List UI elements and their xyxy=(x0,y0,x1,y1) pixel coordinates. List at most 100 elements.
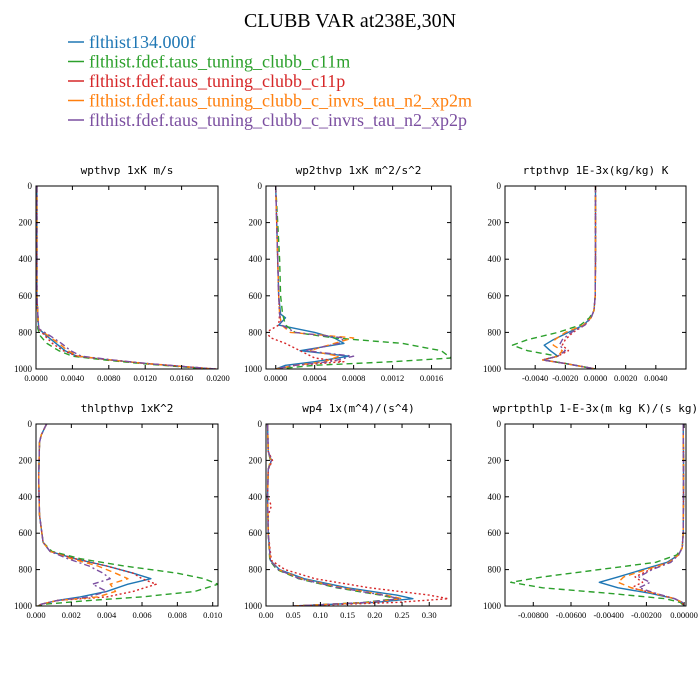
y-tick-label: 1000 xyxy=(483,601,502,611)
x-tick-label: -0.0040 xyxy=(522,373,548,383)
series-line xyxy=(266,424,414,606)
x-tick-label: 0.0080 xyxy=(97,373,120,383)
series-line xyxy=(275,186,355,369)
y-tick-label: 800 xyxy=(249,327,263,337)
panel-title: wpthvp 1xK m/s xyxy=(81,164,174,177)
x-tick-label: 0.0120 xyxy=(134,373,157,383)
x-tick-label: 0.010 xyxy=(203,610,222,620)
series-line xyxy=(630,424,685,606)
series-line xyxy=(266,424,403,606)
series-line xyxy=(266,186,345,369)
x-tick-label: -0.00600 xyxy=(556,610,586,620)
y-tick-label: 0 xyxy=(497,419,502,429)
x-tick-label: 0.30 xyxy=(422,610,437,620)
y-tick-label: 600 xyxy=(249,291,263,301)
series-line xyxy=(266,424,400,606)
y-tick-label: 600 xyxy=(249,528,263,538)
y-tick-label: 200 xyxy=(249,455,263,465)
figure-title: CLUBB VAR at238E,30N xyxy=(244,10,456,32)
y-tick-label: 200 xyxy=(19,218,33,228)
legend-label: flthist.fdef.taus_tuning_clubb_c_invrs_t… xyxy=(89,110,467,130)
series-line xyxy=(37,424,129,606)
legend-label: flthist.fdef.taus_tuning_clubb_c11p xyxy=(89,71,345,91)
x-tick-label: -0.00800 xyxy=(518,610,548,620)
y-tick-label: 400 xyxy=(19,492,33,502)
x-tick-label: 0.0008 xyxy=(342,373,365,383)
plot-frame xyxy=(35,185,219,370)
y-tick-label: 600 xyxy=(19,528,33,538)
x-tick-label: -0.00400 xyxy=(593,610,623,620)
y-tick-label: 600 xyxy=(488,528,502,538)
x-tick-label: 0.008 xyxy=(168,610,187,620)
y-tick-label: 200 xyxy=(19,455,33,465)
series-line xyxy=(36,186,214,369)
y-tick-label: 0 xyxy=(258,419,263,429)
y-tick-label: 400 xyxy=(488,254,502,264)
series-line xyxy=(598,424,685,606)
x-tick-label: 0.0012 xyxy=(381,373,404,383)
x-tick-label: -0.00200 xyxy=(631,610,661,620)
x-tick-label: 0.0160 xyxy=(170,373,193,383)
series-line xyxy=(542,186,597,369)
series-line xyxy=(511,186,597,369)
x-tick-label: 0.0000 xyxy=(24,373,47,383)
plot-frame xyxy=(265,423,452,607)
chart-panel: wp2thvp 1xK m^2/s^2020040060080010000.00… xyxy=(244,164,452,383)
series-line xyxy=(617,424,685,606)
series-line xyxy=(37,424,157,606)
chart-panel: rtpthvp 1E-3x(kg/kg) K 0 200 400 600 800 1000 -… xyxy=(483,164,687,383)
y-tick-label: 800 xyxy=(19,327,33,337)
y-tick-label: 1000 xyxy=(483,364,502,374)
y-tick-label: 1000 xyxy=(14,601,33,611)
y-tick-label: 200 xyxy=(249,218,263,228)
x-tick-label: 0.00000 xyxy=(670,610,698,620)
x-tick-label: 0.0040 xyxy=(644,373,667,383)
legend-label: flthist134.000f xyxy=(89,32,196,52)
x-tick-label: 0.006 xyxy=(132,610,151,620)
x-tick-label: 0.0016 xyxy=(420,373,443,383)
plot-frame xyxy=(35,423,219,607)
x-tick-label: 0.0004 xyxy=(303,373,327,383)
panel-title: wprtpthlp 1-E-3x(m kg K)/(s kg) xyxy=(493,402,698,415)
x-tick-label: 0.0000 xyxy=(584,373,607,383)
series-line xyxy=(266,424,398,606)
series-line xyxy=(266,424,449,606)
series-line xyxy=(36,186,217,369)
series-line xyxy=(275,186,451,369)
chart-panel: wprtpthlp 1-E-3x(m kg K)/(s kg) 0 200 400 60… xyxy=(483,402,698,620)
series-line xyxy=(542,186,597,369)
y-tick-label: 0 xyxy=(258,181,263,191)
x-tick-label: 0.0000 xyxy=(264,373,287,383)
legend: flthist134.000fflthist.fdef.taus_tuning_… xyxy=(68,32,472,130)
x-tick-label: 0.0040 xyxy=(61,373,84,383)
x-tick-label: 0.10 xyxy=(313,610,328,620)
y-tick-label: 800 xyxy=(249,565,263,575)
series-line xyxy=(37,424,111,606)
series-line xyxy=(36,186,214,369)
x-tick-label: 0.00 xyxy=(259,610,274,620)
y-tick-label: 400 xyxy=(19,254,33,264)
series-line xyxy=(37,424,152,606)
series-line xyxy=(36,186,209,369)
y-tick-label: 400 xyxy=(488,492,502,502)
y-tick-label: 1000 xyxy=(14,364,33,374)
series-line xyxy=(510,424,685,606)
y-tick-label: 600 xyxy=(488,291,502,301)
plot-frame xyxy=(504,423,687,607)
y-tick-label: 0 xyxy=(28,419,33,429)
x-tick-label: 0.05 xyxy=(286,610,301,620)
y-tick-label: 1000 xyxy=(244,364,263,374)
series-line xyxy=(638,424,685,606)
y-tick-label: 800 xyxy=(488,565,502,575)
x-tick-label: 0.25 xyxy=(395,610,410,620)
series-line xyxy=(275,186,355,369)
legend-label: flthist.fdef.taus_tuning_clubb_c11m xyxy=(89,52,350,72)
plot-frame xyxy=(265,185,452,370)
panel-title: rtpthvp 1E-3x(kg/kg) K xyxy=(523,164,669,177)
legend-label: flthist.fdef.taus_tuning_clubb_c_invrs_t… xyxy=(89,91,472,111)
series-line xyxy=(542,186,597,369)
